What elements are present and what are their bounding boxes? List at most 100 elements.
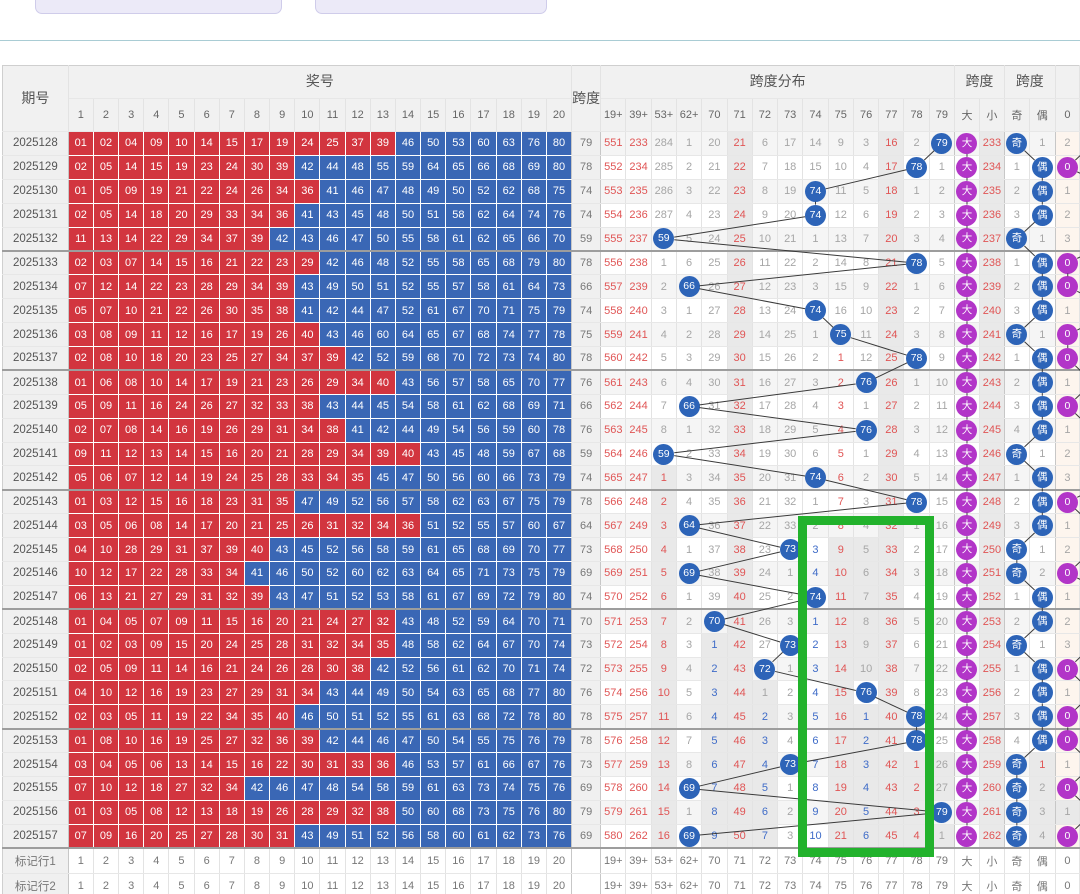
dist-cell: 3 bbox=[903, 418, 930, 443]
dist-cell: 6 bbox=[929, 274, 956, 300]
ball-cell: 47 bbox=[395, 465, 422, 491]
dist-cell: 25 bbox=[777, 322, 804, 348]
odd-even-cell: 奇 bbox=[1004, 561, 1030, 586]
ball-cell: 21 bbox=[219, 250, 245, 276]
marker-cell: 14 bbox=[395, 848, 422, 875]
ball-cell: 26 bbox=[194, 394, 220, 419]
ball-cell: 49 bbox=[319, 274, 346, 300]
odd-even-cell: 3 bbox=[1029, 800, 1056, 825]
odd-even-cell-circle: 偶 bbox=[1031, 372, 1053, 394]
dist-cell: 1 bbox=[802, 322, 829, 348]
dist-cell: 13 bbox=[752, 298, 779, 324]
dist-cell: 260 bbox=[625, 776, 652, 801]
marker-cell: 2 bbox=[93, 848, 120, 875]
ball-cell: 36 bbox=[269, 728, 296, 754]
odd-even-cell-circle: 偶 bbox=[1031, 204, 1053, 226]
dist-cell: 1 bbox=[701, 633, 728, 658]
dist-cell-circle: 69 bbox=[678, 777, 700, 799]
ball-cell: 57 bbox=[445, 752, 472, 778]
dist-cell: 6 bbox=[853, 561, 880, 586]
dist-cell: 5 bbox=[802, 704, 829, 730]
ball-cell: 70 bbox=[521, 370, 547, 395]
dist-cell: 556 bbox=[600, 250, 627, 276]
span-cell: 74 bbox=[571, 465, 602, 491]
dist-cell: 27 bbox=[929, 776, 956, 801]
dist-cell: 27 bbox=[727, 274, 753, 300]
dist-cell: 37 bbox=[701, 537, 728, 563]
big-small-cell-circle: 大 bbox=[956, 180, 978, 202]
ball-cell: 71 bbox=[470, 561, 497, 586]
ball-cell: 30 bbox=[244, 824, 271, 850]
ball-cell: 35 bbox=[370, 633, 396, 658]
ball-cell: 53 bbox=[420, 752, 447, 778]
ball-cell: 40 bbox=[294, 322, 321, 348]
ball-cell: 08 bbox=[118, 418, 145, 443]
ball-cell: 25 bbox=[269, 513, 296, 539]
dist-cell: 26 bbox=[929, 752, 956, 778]
issue-cell: 2025135 bbox=[2, 298, 69, 324]
issue-cell: 2025141 bbox=[2, 442, 69, 467]
dist-cell: 561 bbox=[600, 370, 627, 395]
ball-cell: 16 bbox=[143, 680, 170, 706]
span-cell: 74 bbox=[571, 298, 602, 324]
big-small-cell-circle: 大 bbox=[956, 825, 978, 847]
mod3-cell: 0 bbox=[1055, 657, 1080, 682]
ball-cell: 62 bbox=[370, 561, 396, 586]
dist-cell: 78 bbox=[903, 728, 930, 754]
marker-cell: 70 bbox=[701, 848, 728, 875]
ball-cell: 46 bbox=[370, 728, 396, 754]
mod3-cell: 0 bbox=[1055, 776, 1080, 801]
ball-cell: 31 bbox=[269, 418, 296, 443]
ball-cell: 52 bbox=[345, 585, 371, 611]
dist-cell: 6 bbox=[676, 250, 703, 276]
ball-cell: 50 bbox=[319, 704, 346, 730]
ball-cell: 05 bbox=[93, 203, 120, 228]
ball-cell: 51 bbox=[370, 274, 396, 300]
ball-cell: 20 bbox=[219, 513, 245, 539]
trend-chart-area: 期号 奖号 跨度 跨度分布 跨度 跨度 1 2 3 4 5 6 7 8 9 10 11 12 13 14 15 16 17 1… bbox=[0, 41, 1080, 894]
ball-cell: 19 bbox=[168, 155, 195, 180]
ball-cell: 48 bbox=[470, 442, 497, 467]
ball-cell: 14 bbox=[194, 131, 220, 156]
toolbar-button-1[interactable] bbox=[35, 0, 282, 14]
dist-cell: 72 bbox=[752, 657, 779, 682]
ball-cell: 76 bbox=[521, 800, 547, 825]
dist-cell: 7 bbox=[828, 489, 854, 515]
ball-cell: 11 bbox=[93, 442, 120, 467]
dist-cell: 64 bbox=[676, 513, 703, 539]
dist-cell: 3 bbox=[853, 752, 880, 778]
ball-cell: 11 bbox=[118, 394, 145, 419]
odd-even-cell: 奇 bbox=[1004, 800, 1030, 825]
dist-cell: 26 bbox=[701, 274, 728, 300]
ball-cell: 11 bbox=[194, 609, 220, 634]
ball-cell: 23 bbox=[194, 346, 220, 372]
ball-cell: 21 bbox=[244, 513, 271, 539]
dist-cell: 42 bbox=[727, 633, 753, 658]
dist-cell-circle: 73 bbox=[779, 634, 801, 656]
ball-cell: 02 bbox=[93, 131, 120, 156]
ball-cell: 56 bbox=[420, 370, 447, 395]
dist-cell: 1 bbox=[777, 561, 804, 586]
dist-cell: 553 bbox=[600, 179, 627, 204]
span-cell: 73 bbox=[571, 633, 602, 658]
dist-cell: 3 bbox=[676, 465, 703, 491]
ball-cell: 48 bbox=[370, 250, 396, 276]
ball-cell: 50 bbox=[395, 203, 422, 228]
marker-cell: 15 bbox=[420, 873, 447, 894]
ball-cell: 39 bbox=[269, 274, 296, 300]
big-small-cell: 241 bbox=[979, 322, 1005, 348]
ball-cell: 21 bbox=[143, 298, 170, 324]
dist-cell: 236 bbox=[625, 203, 652, 228]
toolbar-button-2[interactable] bbox=[315, 0, 547, 14]
dist-cell: 562 bbox=[600, 394, 627, 419]
big-small-cell-circle: 大 bbox=[956, 156, 978, 178]
ball-cell: 30 bbox=[244, 155, 271, 180]
big-small-col-header: 小 bbox=[979, 98, 1005, 132]
ball-cell: 61 bbox=[445, 394, 472, 419]
ball-cell: 28 bbox=[294, 657, 321, 682]
dist-cell: 2 bbox=[903, 537, 930, 563]
ball-cell: 75 bbox=[521, 489, 547, 515]
ball-cell: 26 bbox=[219, 418, 245, 443]
ball-cell: 46 bbox=[395, 131, 422, 156]
ball-cell: 15 bbox=[143, 155, 170, 180]
